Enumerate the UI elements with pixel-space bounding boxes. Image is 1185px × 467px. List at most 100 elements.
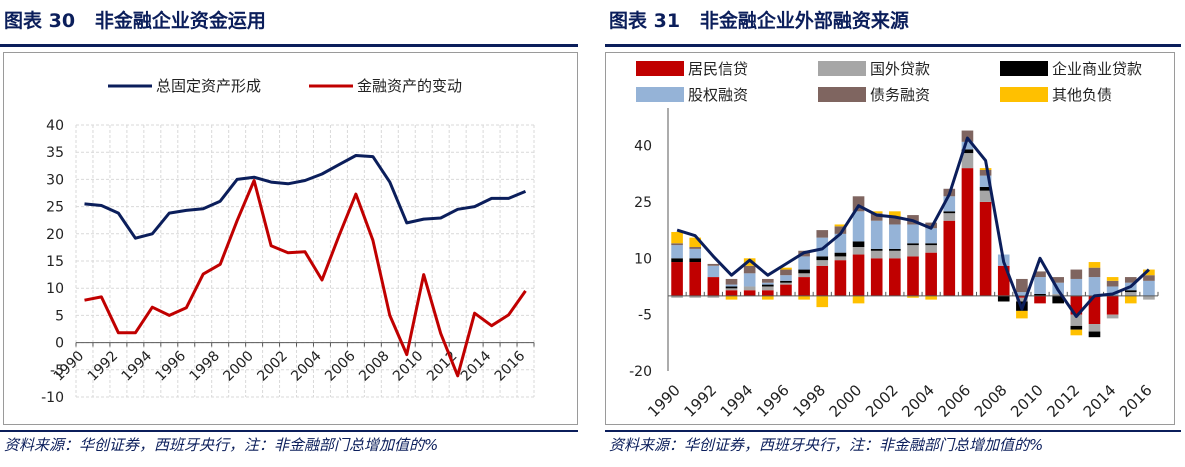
bar-segment-1 xyxy=(961,168,974,296)
bar-segment-6 xyxy=(852,295,865,304)
y-tick-label: 40 xyxy=(634,139,652,155)
bar-segment-4 xyxy=(1106,286,1119,296)
right-chart-title-prefix: 图表 31 xyxy=(609,10,681,32)
y-tick-label: -10 xyxy=(41,390,64,406)
bar-segment-2 xyxy=(707,295,720,298)
bar-segment-2 xyxy=(1088,324,1101,332)
bar-segment-4 xyxy=(1016,292,1028,296)
bar-segment-5 xyxy=(780,269,792,276)
bar-segment-2 xyxy=(762,286,774,291)
bar-segment-3 xyxy=(1070,325,1083,330)
bar-segment-6 xyxy=(907,295,919,298)
bar-segment-2 xyxy=(1124,292,1137,296)
bar-segment-5 xyxy=(961,130,974,142)
bar-segment-2 xyxy=(925,245,937,253)
x-tick-label: 2006 xyxy=(322,348,359,385)
bar-segment-4 xyxy=(889,224,901,249)
bar-segment-1 xyxy=(743,290,756,296)
bar-segment-5 xyxy=(725,278,738,285)
bar-segment-5 xyxy=(1106,280,1119,287)
bar-segment-4 xyxy=(870,220,883,249)
bar-segment-3 xyxy=(816,256,829,261)
bar-segment-4 xyxy=(979,175,992,187)
left-chart-title: 图表 30 非金融企业资金运用 xyxy=(4,6,266,33)
bar-segment-5 xyxy=(1124,277,1137,283)
bar-segment-5 xyxy=(762,278,774,283)
bar-segment-1 xyxy=(997,265,1010,296)
bar-segment-5 xyxy=(1088,267,1101,278)
bar-segment-3 xyxy=(1088,331,1101,338)
bar-segment-1 xyxy=(1106,295,1119,315)
bar-segment-6 xyxy=(762,295,774,300)
bar-segment-4 xyxy=(743,273,756,287)
bar-segment-2 xyxy=(961,153,974,169)
bar-segment-5 xyxy=(1016,278,1028,293)
y-tick-label: -20 xyxy=(629,364,652,380)
bar-segment-2 xyxy=(889,250,901,259)
legend-swatch-3 xyxy=(1000,61,1048,76)
legend-swatch-1 xyxy=(636,61,684,76)
x-tick-label: 1996 xyxy=(753,381,793,421)
bar-segment-6 xyxy=(1106,277,1119,281)
bar-segment-4 xyxy=(780,275,792,281)
bar-segment-1 xyxy=(780,284,792,296)
x-tick-label: 2002 xyxy=(862,381,902,421)
bar-segment-2 xyxy=(870,250,883,259)
bar-segment-5 xyxy=(743,265,756,274)
x-tick-label: 2000 xyxy=(220,348,257,385)
bar-segment-3 xyxy=(907,243,919,246)
bar-segment-2 xyxy=(743,286,756,291)
x-tick-label: 2004 xyxy=(288,348,325,385)
bar-segment-6 xyxy=(870,211,883,214)
left-source-rule xyxy=(0,430,578,432)
bar-segment-1 xyxy=(707,277,720,296)
bar-segment-6 xyxy=(925,295,937,300)
bar-segment-3 xyxy=(997,295,1010,302)
bar-segment-2 xyxy=(1052,293,1064,296)
x-tick-label: 2012 xyxy=(1043,381,1083,421)
bar-segment-2 xyxy=(834,256,847,261)
bar-segment-5 xyxy=(689,247,702,249)
bar-segment-2 xyxy=(1016,297,1028,302)
bar-segment-6 xyxy=(816,295,829,308)
y-tick-label: 0 xyxy=(55,336,64,352)
bar-segment-1 xyxy=(1034,295,1046,304)
y-tick-label: -5 xyxy=(50,363,64,379)
bar-segment-2 xyxy=(798,273,810,278)
legend-label-1: 总固定资产形成 xyxy=(156,77,261,95)
y-tick-label: 20 xyxy=(46,227,64,243)
x-tick-label: 2016 xyxy=(492,348,529,385)
x-tick-label: 1994 xyxy=(119,348,156,385)
bar-segment-4 xyxy=(1143,280,1155,296)
legend-label-2: 金融资产的变动 xyxy=(357,77,462,95)
bar-segment-3 xyxy=(870,248,883,251)
x-tick-label: 1998 xyxy=(789,381,829,421)
bar-segment-3 xyxy=(725,286,738,289)
bar-segment-3 xyxy=(689,258,702,263)
legend-swatch-6 xyxy=(1000,87,1048,102)
y-tick-label: 10 xyxy=(634,251,652,267)
right-chart-frame: -20 -5 10 25 40 1990 1992 1994 1996 1998 2000 2002 2… xyxy=(605,52,1175,425)
bar-segment-1 xyxy=(1016,295,1028,298)
bar-segment-1 xyxy=(852,254,865,296)
left-title-rule xyxy=(0,44,578,47)
bar-segment-2 xyxy=(780,282,792,285)
bar-segment-1 xyxy=(834,260,847,296)
x-tick-label: 1990 xyxy=(644,381,684,421)
x-tick-label: 1996 xyxy=(153,348,190,385)
bar-segment-1 xyxy=(1088,295,1101,325)
bar-segment-5 xyxy=(1034,271,1046,278)
bar-segment-1 xyxy=(979,201,992,296)
bar-segment-3 xyxy=(780,280,792,283)
bar-segment-2 xyxy=(1143,295,1155,300)
bar-segment-3 xyxy=(961,149,974,154)
bar-segment-1 xyxy=(870,258,883,296)
bar-segment-5 xyxy=(671,243,683,246)
bar-segment-6 xyxy=(798,295,810,300)
legend-swatch-2 xyxy=(818,61,866,76)
bar-segment-3 xyxy=(1052,295,1064,304)
right-title-rule xyxy=(605,44,1181,47)
y-tick-label: 35 xyxy=(46,145,64,161)
bar-segment-5 xyxy=(1143,275,1155,281)
left-chart-title-text: 非金融企业资金运用 xyxy=(94,10,266,32)
